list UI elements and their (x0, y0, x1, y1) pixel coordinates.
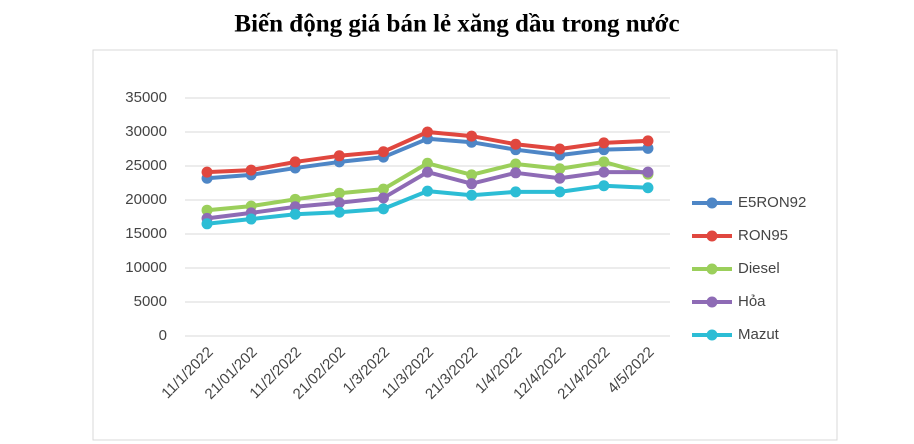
point (245, 164, 257, 176)
y-tick-label: 0 (159, 327, 167, 344)
point (510, 138, 522, 150)
legend-label: Diesel (738, 260, 780, 277)
point (466, 178, 478, 190)
point (422, 185, 433, 197)
point (422, 157, 433, 169)
legend-label: E5RON92 (738, 194, 806, 211)
point (598, 137, 610, 149)
x-tick-label: 4/5/2022 (604, 344, 657, 397)
point (554, 186, 566, 198)
y-tick-label: 20000 (125, 191, 167, 208)
point (377, 183, 389, 195)
point (642, 135, 654, 147)
legend-label: RON95 (738, 227, 788, 244)
y-tick-label: 30000 (125, 123, 167, 140)
point (510, 158, 522, 170)
point (642, 182, 654, 194)
point (377, 192, 389, 204)
point (422, 126, 433, 138)
point (598, 180, 610, 192)
legend-label: Mazut (738, 326, 780, 343)
y-tick-label: 35000 (125, 89, 167, 106)
point (289, 156, 301, 168)
point (466, 189, 478, 201)
point (377, 146, 389, 158)
point (422, 166, 433, 178)
point (554, 163, 566, 175)
point (333, 150, 345, 162)
point (245, 213, 257, 225)
point (333, 197, 345, 209)
point (289, 208, 301, 220)
point (466, 169, 478, 181)
point (466, 130, 478, 142)
point (201, 204, 213, 216)
legend-marker (706, 197, 718, 209)
point (554, 143, 566, 155)
point (201, 166, 213, 178)
legend-marker (706, 230, 718, 242)
point (377, 203, 389, 215)
point (598, 166, 610, 178)
point (554, 172, 566, 184)
y-tick-label: 25000 (125, 157, 167, 174)
y-tick-label: 10000 (125, 259, 167, 276)
point (333, 206, 345, 218)
chart-border (92, 49, 838, 441)
legend-label: Hỏa (738, 293, 766, 310)
legend-marker (706, 296, 718, 308)
legend-marker (706, 329, 718, 341)
point (201, 218, 213, 230)
point (510, 167, 522, 179)
point (333, 187, 345, 199)
y-tick-label: 5000 (134, 293, 167, 310)
point (598, 156, 610, 168)
legend-marker (706, 263, 718, 275)
chart-title: Biến động giá bán lẻ xăng dầu trong nước (234, 11, 679, 38)
point (642, 166, 654, 178)
y-tick-label: 15000 (125, 225, 167, 242)
point (510, 186, 522, 198)
